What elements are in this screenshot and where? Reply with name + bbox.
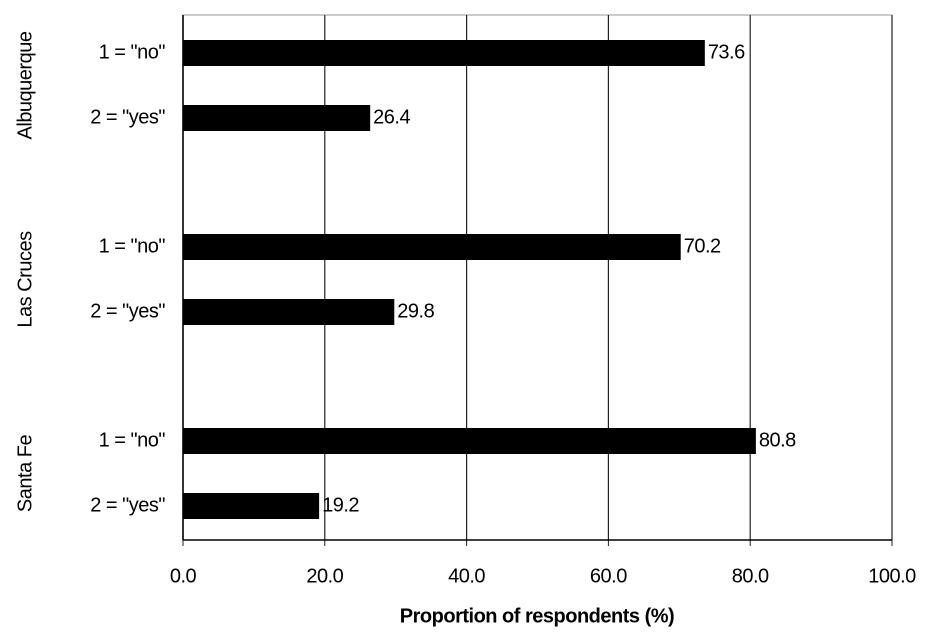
value-label: 19.2	[322, 494, 359, 516]
bar	[183, 493, 320, 519]
bar	[183, 299, 395, 325]
category-label: 2 = "yes"	[90, 300, 165, 322]
value-label: 80.8	[759, 429, 796, 451]
x-tick-label: 60.0	[590, 565, 627, 587]
bar	[183, 105, 371, 131]
category-label: 1 = "no"	[99, 235, 166, 257]
category-label: 1 = "no"	[99, 41, 166, 63]
value-label: 26.4	[373, 106, 410, 128]
category-label: 2 = "yes"	[90, 106, 165, 128]
group-label: Albuquerque	[14, 31, 36, 139]
x-tick-label: 0.0	[170, 565, 197, 587]
category-label: 1 = "no"	[99, 429, 166, 451]
value-label: 73.6	[708, 41, 745, 63]
value-label: 29.8	[397, 300, 434, 322]
x-tick-label: 100.0	[868, 565, 916, 587]
group-label: Las Cruces	[14, 231, 36, 328]
x-axis-title: Proportion of respondents (%)	[400, 605, 674, 627]
x-tick-label: 40.0	[448, 565, 485, 587]
plot-area	[182, 14, 893, 541]
value-label: 70.2	[684, 235, 721, 257]
bar	[183, 428, 756, 454]
group-label: Santa Fe	[14, 435, 36, 513]
x-tick-label: 80.0	[732, 565, 769, 587]
bar	[183, 40, 705, 66]
x-tick-label: 20.0	[306, 565, 343, 587]
bar	[183, 234, 681, 260]
category-label: 2 = "yes"	[90, 494, 165, 516]
